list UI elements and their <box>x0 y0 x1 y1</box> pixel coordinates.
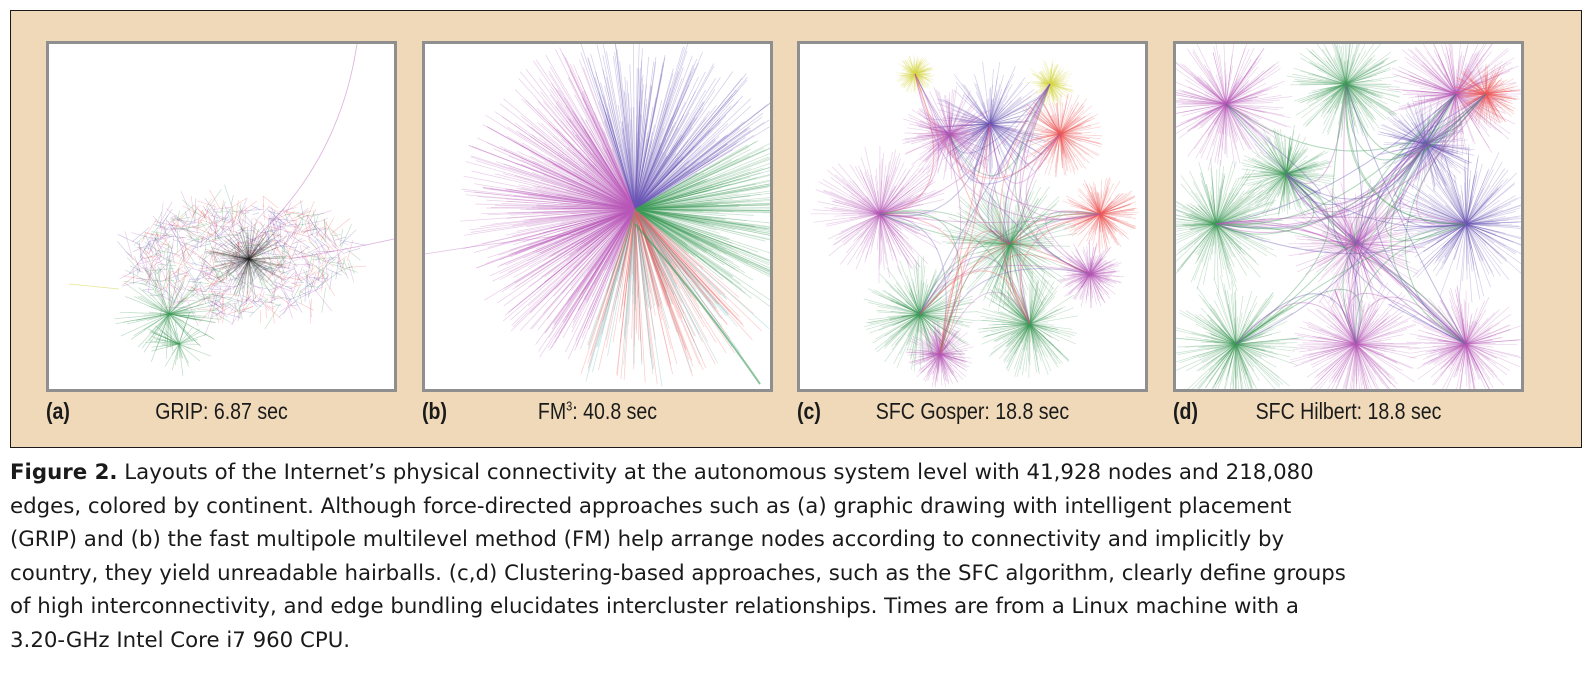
panel-b-fm3-layout <box>422 41 773 392</box>
panel-c-time-prefix: SFC Gosper: <box>875 398 996 424</box>
figure-panel-area: (a) GRIP: 6.87 sec (b) FM3: 40.8 sec (c)… <box>10 10 1582 448</box>
panel-c-sfc-gosper-layout <box>797 41 1148 392</box>
figure-caption: Figure 2. Layouts of the Internet’s phys… <box>10 456 1580 658</box>
panel-a-time-value: 6.87 sec <box>213 398 288 424</box>
caption-line-5: of high interconnectivity, and edge bund… <box>10 594 1299 620</box>
panel-d-time: SFC Hilbert: 18.8 sec <box>1199 398 1497 425</box>
panel-b-caption: (b) FM3: 40.8 sec <box>422 398 782 428</box>
figure-label: Figure 2. <box>10 460 118 485</box>
panel-c-caption: (c) SFC Gosper: 18.8 sec <box>797 398 1157 428</box>
panel-d-letter: (d) <box>1173 398 1198 424</box>
panel-a-time: GRIP: 6.87 sec <box>72 398 370 425</box>
panel-b-letter: (b) <box>422 398 447 424</box>
grip-hairball-graphic <box>68 44 394 376</box>
panel-d-time-value: 18.8 sec <box>1367 398 1442 424</box>
panel-b-time-superscript: 3 <box>566 398 573 414</box>
sfc-gosper-cluster-graphic <box>810 54 1139 388</box>
caption-line-6: 3.20-GHz Intel Core i7 960 CPU. <box>10 627 351 653</box>
panel-c-time: SFC Gosper: 18.8 sec <box>823 398 1121 425</box>
panel-a-time-prefix: GRIP: <box>155 398 214 424</box>
caption-line-2: edges, colored by continent. Although fo… <box>10 493 1292 519</box>
panel-a-grip-layout <box>46 41 397 392</box>
panel-a-letter: (a) <box>46 398 70 424</box>
panel-a-caption: (a) GRIP: 6.87 sec <box>46 398 406 428</box>
sfc-hilbert-cluster-graphic <box>1176 44 1521 389</box>
fm3-hairball-graphic <box>425 44 770 387</box>
panel-b-time-value: : 40.8 sec <box>572 398 658 424</box>
caption-line-3: (GRIP) and (b) the fast multipole multil… <box>10 527 1285 553</box>
panel-c-time-value: 18.8 sec <box>995 398 1070 424</box>
panel-d-sfc-hilbert-layout <box>1173 41 1524 392</box>
caption-line-1-text: Layouts of the Internet’s physical conne… <box>117 460 1314 485</box>
caption-line-4: country, they yield unreadable hairballs… <box>10 560 1346 586</box>
panel-d-time-prefix: SFC Hilbert: <box>1255 398 1368 424</box>
panel-b-time: FM3: 40.8 sec <box>448 398 746 425</box>
panel-b-time-prefix: FM <box>537 398 567 424</box>
panel-c-letter: (c) <box>797 398 821 424</box>
caption-line-1: Figure 2. Layouts of the Internet’s phys… <box>10 456 1580 490</box>
panel-d-caption: (d) SFC Hilbert: 18.8 sec <box>1173 398 1533 428</box>
